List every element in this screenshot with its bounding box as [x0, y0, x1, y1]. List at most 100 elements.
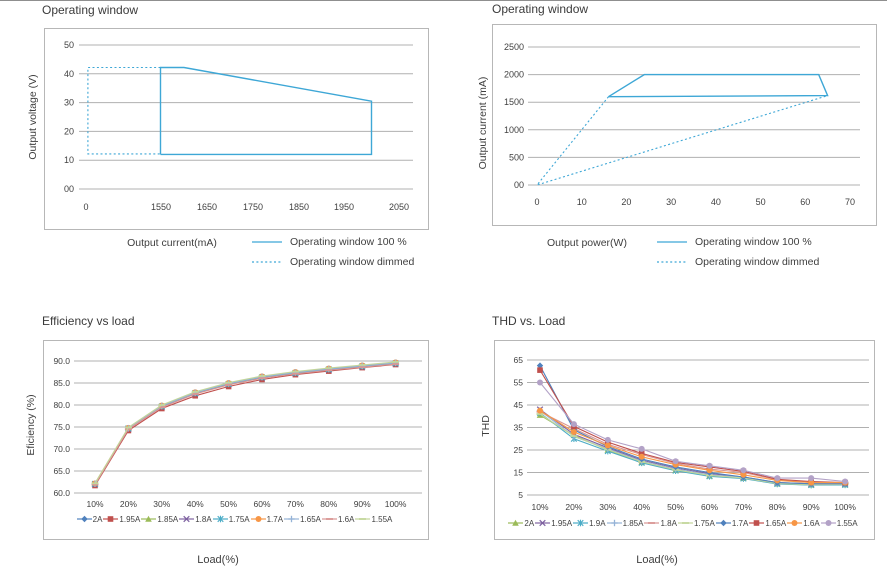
legend-x-icon — [179, 515, 195, 523]
series-line-1.75A — [539, 413, 846, 486]
svg-text:30%: 30% — [599, 502, 616, 512]
legend-item: 1.6A — [321, 514, 355, 524]
legend-label: 1.75A — [693, 518, 715, 528]
legend-dash-icon — [321, 518, 337, 520]
svg-text:70.0: 70.0 — [53, 444, 70, 454]
y-tick-labels: 5 15 25 35 45 55 65 — [514, 355, 524, 500]
legend-label: 1.9A — [589, 518, 606, 528]
svg-text:85.0: 85.0 — [53, 378, 70, 388]
operating-window-current-panel: Operating window Output voltage (V) 00 10… — [0, 0, 443, 285]
svg-text:90%: 90% — [803, 502, 820, 512]
legend-label: 1.85A — [157, 514, 179, 524]
y-axis-label: Eficiency (%) — [25, 394, 37, 456]
legend-diamond-icon — [715, 519, 731, 527]
legend-dash-icon — [677, 522, 693, 524]
plot-area: 60.0 65.0 70.0 75.0 80.0 85.0 90.0 10% 20% 30% 40%… — [43, 340, 429, 540]
efficiency-vs-load-panel: Efficiency vs load Eficiency (%) 60.0 65.… — [0, 302, 443, 582]
legend-asterisk-icon — [212, 515, 228, 523]
legend-label: 1.85A — [622, 518, 644, 528]
square-marker-icon — [537, 367, 543, 373]
legend-label: Operating window 100 % — [695, 236, 812, 248]
gridlines — [74, 360, 422, 494]
thd-plot: 5 15 25 35 45 55 65 10% 20% 30% 40% 50% 60% 70% 80% 90%… — [514, 355, 869, 512]
x-tick-labels: 0 10 20 30 40 50 60 70 — [534, 197, 855, 207]
plus-marker-icon — [610, 519, 618, 527]
asterisk-marker-icon — [577, 519, 584, 527]
y-tick-labels: 60.0 65.0 70.0 75.0 80.0 85.0 90.0 — [53, 356, 70, 498]
legend-label: 1.95A — [119, 514, 141, 524]
legend-triangle-icon — [508, 519, 524, 526]
circle-marker-icon — [706, 462, 713, 469]
svg-text:1500: 1500 — [504, 97, 524, 107]
legend-circle-icon — [820, 520, 836, 526]
circle-marker-icon — [570, 421, 577, 428]
svg-text:55: 55 — [514, 378, 524, 388]
series-markers-1.7A — [536, 362, 849, 487]
svg-text:1950: 1950 — [334, 202, 354, 212]
svg-text:35: 35 — [514, 423, 524, 433]
thd-vs-load-panel: THD vs. Load THD 5 15 25 35 45 55 65 10% 20% 30% 4… — [443, 302, 887, 582]
legend-label: 1.7A — [731, 518, 749, 528]
svg-text:0: 0 — [534, 197, 539, 207]
circle-marker-icon — [604, 436, 611, 443]
x-marker-icon — [539, 519, 546, 527]
legend-dash-icon — [644, 522, 660, 524]
legend-label: 1.6A — [803, 518, 820, 528]
legend-triangle-icon — [141, 515, 157, 522]
legend-item: 1.85A — [606, 518, 645, 528]
svg-text:00: 00 — [514, 180, 524, 190]
svg-text:60%: 60% — [701, 502, 718, 512]
y-axis-label: Output voltage (V) — [27, 74, 39, 160]
plot-area: 00 10 20 30 40 50 0 1550 1650 1750 1850 1950 2050 — [44, 28, 429, 230]
svg-text:60%: 60% — [253, 499, 270, 509]
y-tick-labels: 00 500 1000 1500 2000 2500 — [504, 42, 524, 190]
operating-window-power-panel: Operating window Output current (mA) 00 5… — [443, 0, 887, 285]
svg-text:20%: 20% — [120, 499, 137, 509]
svg-text:5: 5 — [518, 490, 523, 500]
chart-title: Operating window — [42, 3, 139, 17]
legend-item: 2A — [508, 518, 535, 528]
legend-item: 1.75A — [677, 518, 716, 528]
circle-marker-icon — [638, 453, 645, 460]
legend: Operating window 100 % Operating window d… — [657, 232, 819, 272]
svg-text:50: 50 — [64, 40, 74, 50]
legend-item: 1.65A — [749, 518, 787, 528]
legend-label: 1.75A — [228, 514, 250, 524]
legend-label: 1.65A — [300, 514, 321, 524]
legend-item: 1.8A — [644, 518, 677, 528]
svg-text:65: 65 — [514, 355, 524, 365]
svg-text:1000: 1000 — [504, 125, 524, 135]
series-markers-1.6A — [91, 363, 400, 486]
legend-circle-icon — [787, 520, 803, 526]
circle-marker-icon — [604, 442, 611, 449]
series-markers-1.85A — [536, 407, 849, 488]
x-tick-labels: 0 1550 1650 1750 1850 1950 2050 — [83, 202, 409, 212]
legend-plus-icon — [284, 515, 300, 523]
svg-text:10: 10 — [577, 197, 587, 207]
svg-text:80%: 80% — [320, 499, 337, 509]
chart-title: Efficiency vs load — [42, 314, 135, 328]
svg-text:40%: 40% — [633, 502, 650, 512]
legend-item: 1.7A — [250, 514, 284, 524]
circle-marker-icon — [672, 458, 679, 465]
circle-marker-icon — [842, 478, 849, 485]
svg-text:10: 10 — [64, 155, 74, 165]
asterisk-marker-icon — [217, 515, 224, 523]
svg-text:30%: 30% — [153, 499, 170, 509]
svg-text:00: 00 — [64, 184, 74, 194]
series-solid — [159, 66, 373, 156]
series-line-1.9A — [539, 412, 846, 486]
circle-marker-icon — [255, 516, 262, 522]
legend: 2A 1.95A 1.85A 1.8A 1.75A 1.7A 1.65A 1.6A 1.55A — [43, 514, 427, 524]
circle-marker-icon — [706, 467, 713, 474]
legend-label: 1.8A — [660, 518, 677, 528]
svg-text:1750: 1750 — [243, 202, 263, 212]
legend-square-icon — [103, 516, 119, 522]
legend-dotted-line-icon — [657, 261, 687, 263]
circle-marker-icon — [825, 520, 832, 526]
operating-window-current-plot: 00 10 20 30 40 50 0 1550 1650 1750 1850 1950 2050 — [64, 40, 413, 212]
legend-label: 1.8A — [195, 514, 212, 524]
series-line-1.6A — [94, 363, 396, 485]
legend-label: 2A — [524, 518, 535, 528]
legend-plus-icon — [606, 519, 622, 527]
